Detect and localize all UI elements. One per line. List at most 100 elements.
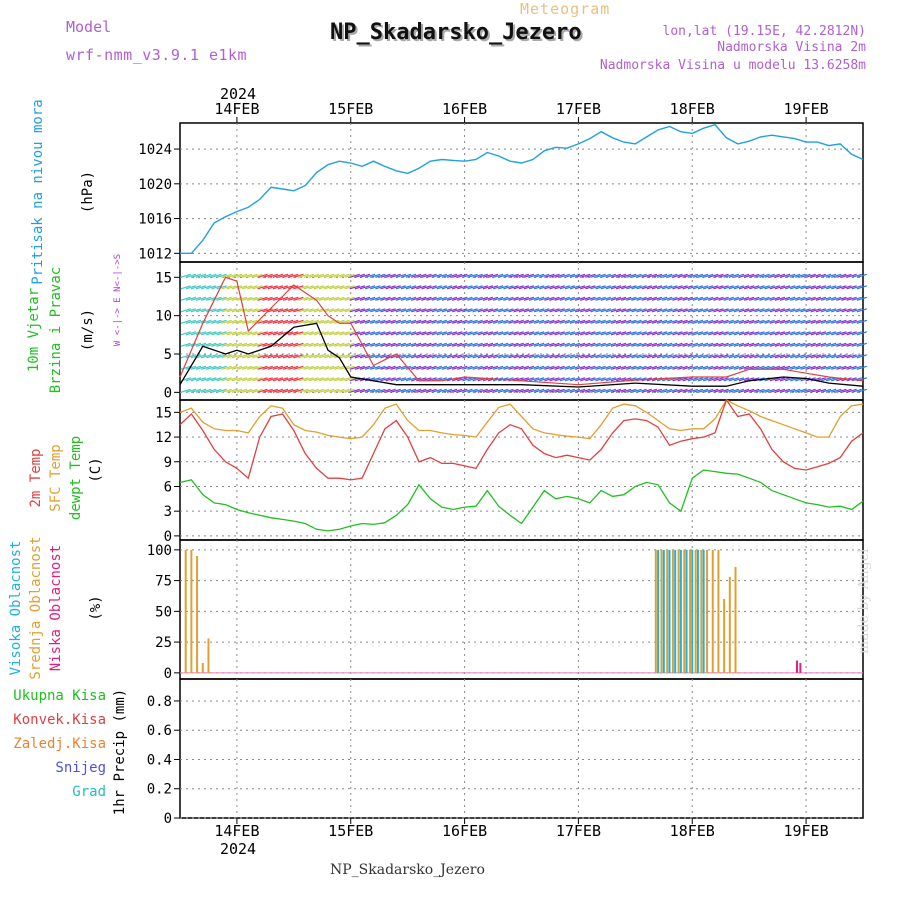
wind-barb bbox=[257, 388, 268, 393]
wind-barb bbox=[764, 388, 775, 393]
wind-barb bbox=[615, 365, 627, 370]
wind-barb bbox=[272, 285, 284, 290]
wind-barb bbox=[764, 273, 775, 278]
wind-barb bbox=[221, 296, 232, 301]
wind-barb bbox=[288, 331, 299, 336]
wind-barb bbox=[452, 331, 463, 336]
wind-barb bbox=[298, 331, 309, 336]
wind-barb bbox=[298, 388, 309, 393]
wind-barb bbox=[241, 377, 253, 382]
wind-barb bbox=[559, 285, 570, 290]
wind-barb bbox=[544, 365, 555, 370]
wind-barb bbox=[723, 354, 734, 359]
y-tick-label: 1020 bbox=[138, 177, 172, 193]
wind-barb bbox=[677, 342, 688, 347]
wind-barb bbox=[195, 388, 207, 393]
wind-barb bbox=[528, 331, 540, 336]
wind-barb bbox=[400, 365, 412, 370]
wind-barb bbox=[185, 331, 196, 336]
wind-barb bbox=[262, 342, 273, 347]
wind-barb bbox=[784, 331, 796, 336]
wind-barb bbox=[774, 273, 786, 278]
wind-barb bbox=[313, 377, 325, 382]
wind-barb bbox=[518, 365, 529, 370]
wind-barb bbox=[697, 319, 709, 324]
wind-barb bbox=[216, 365, 227, 370]
wind-barb bbox=[784, 285, 796, 290]
wind-barb bbox=[482, 296, 494, 301]
wind-barb bbox=[282, 365, 294, 370]
wind-barb bbox=[385, 285, 396, 290]
wind-barb bbox=[252, 331, 263, 336]
wind-barb bbox=[513, 296, 524, 301]
wind-barb bbox=[697, 308, 709, 313]
wind-barb bbox=[503, 365, 514, 370]
wind-barb bbox=[805, 296, 816, 301]
wind-barb bbox=[672, 388, 683, 393]
wind-barb bbox=[180, 331, 191, 336]
y-tick-label: 0 bbox=[164, 529, 172, 545]
x-tick-label-top: 18FEB bbox=[670, 100, 715, 118]
wind-barb bbox=[349, 273, 360, 278]
wind-barb bbox=[708, 365, 719, 370]
wind-barb bbox=[595, 273, 606, 278]
wind-barb bbox=[257, 285, 268, 290]
wind-barb bbox=[267, 377, 278, 382]
wind-barb bbox=[703, 331, 714, 336]
wind-barb bbox=[221, 365, 232, 370]
wind-barb bbox=[677, 388, 688, 393]
wind-barb bbox=[856, 296, 868, 301]
wind-barb bbox=[503, 308, 514, 313]
wind-barb bbox=[354, 377, 366, 382]
wind-barb bbox=[421, 296, 432, 301]
wind-barb bbox=[477, 342, 488, 347]
wind-barb bbox=[810, 285, 821, 290]
wind-barb bbox=[241, 285, 253, 290]
wind-barb bbox=[662, 296, 673, 301]
wind-barb bbox=[195, 377, 207, 382]
wind-barb bbox=[825, 331, 837, 336]
wind-barb bbox=[590, 308, 601, 313]
wind-barb bbox=[329, 296, 340, 301]
wind-barb bbox=[252, 377, 263, 382]
wind-barb bbox=[339, 388, 350, 393]
wind-barb bbox=[743, 377, 755, 382]
wind-barb bbox=[738, 377, 750, 382]
wind-barb bbox=[769, 273, 780, 278]
wind-barb bbox=[621, 296, 632, 301]
wind-barb bbox=[656, 354, 668, 359]
wind-barb bbox=[738, 285, 750, 290]
wind-barb bbox=[395, 296, 407, 301]
wind-barb bbox=[610, 377, 622, 382]
wind-barb bbox=[779, 285, 791, 290]
wind-barb bbox=[359, 342, 371, 347]
wind-barb bbox=[262, 296, 273, 301]
altitude-station: Nadmorska Visina 2m bbox=[717, 40, 866, 55]
wind-barb bbox=[252, 308, 263, 313]
wind-barb bbox=[267, 285, 278, 290]
wind-barb bbox=[252, 285, 263, 290]
wind-barb bbox=[318, 388, 330, 393]
wind-barb bbox=[672, 342, 683, 347]
wind-barb bbox=[211, 342, 222, 347]
wind-barb bbox=[385, 296, 396, 301]
wind-barb bbox=[585, 285, 596, 290]
wind-barb bbox=[656, 331, 668, 336]
wind-barb bbox=[267, 308, 278, 313]
wind-barb bbox=[446, 331, 458, 336]
wind-barb bbox=[400, 388, 412, 393]
wind-barb bbox=[692, 331, 704, 336]
wind-barb bbox=[743, 388, 755, 393]
wind-barb bbox=[692, 342, 704, 347]
wind-barb bbox=[790, 331, 801, 336]
wind-barb bbox=[334, 296, 345, 301]
wind-barb bbox=[308, 319, 319, 324]
wind-barb bbox=[790, 285, 801, 290]
wind-barb bbox=[800, 273, 811, 278]
wind-barb bbox=[595, 377, 606, 382]
wind-barb bbox=[508, 308, 519, 313]
wind-barb bbox=[513, 342, 524, 347]
wind-barb bbox=[641, 319, 652, 324]
wind-barb bbox=[498, 285, 509, 290]
wind-barb bbox=[631, 273, 642, 278]
